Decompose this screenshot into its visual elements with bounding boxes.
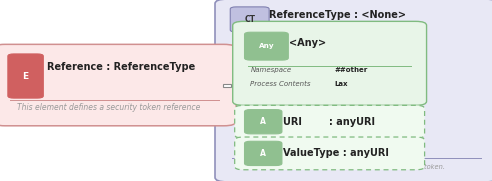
FancyBboxPatch shape: [245, 32, 288, 60]
FancyBboxPatch shape: [0, 44, 236, 126]
Text: Process Contents: Process Contents: [250, 81, 311, 87]
FancyBboxPatch shape: [245, 141, 282, 165]
FancyBboxPatch shape: [235, 105, 425, 138]
Text: Reference : ReferenceType: Reference : ReferenceType: [47, 62, 195, 72]
FancyBboxPatch shape: [8, 54, 43, 98]
Bar: [223, 84, 231, 87]
Text: This type represents a reference to an external security token.: This type represents a reference to an e…: [235, 164, 445, 171]
Text: Namespace: Namespace: [250, 67, 292, 73]
Text: <Any>: <Any>: [289, 37, 326, 48]
FancyBboxPatch shape: [230, 7, 269, 32]
Text: Any: Any: [259, 43, 274, 49]
Text: Lax: Lax: [335, 81, 348, 87]
FancyBboxPatch shape: [233, 21, 427, 105]
Text: E: E: [23, 71, 29, 81]
Text: ReferenceType : <None>: ReferenceType : <None>: [269, 10, 406, 20]
Text: ValueType : anyURI: ValueType : anyURI: [283, 148, 389, 158]
Text: This element defines a security token reference: This element defines a security token re…: [17, 103, 201, 112]
FancyBboxPatch shape: [245, 110, 282, 134]
Text: URI        : anyURI: URI : anyURI: [283, 117, 375, 127]
Text: CT: CT: [244, 15, 255, 24]
FancyBboxPatch shape: [215, 0, 492, 181]
Text: ##other: ##other: [335, 67, 368, 73]
Text: A: A: [260, 117, 266, 126]
FancyBboxPatch shape: [235, 137, 425, 170]
Text: A: A: [260, 149, 266, 158]
